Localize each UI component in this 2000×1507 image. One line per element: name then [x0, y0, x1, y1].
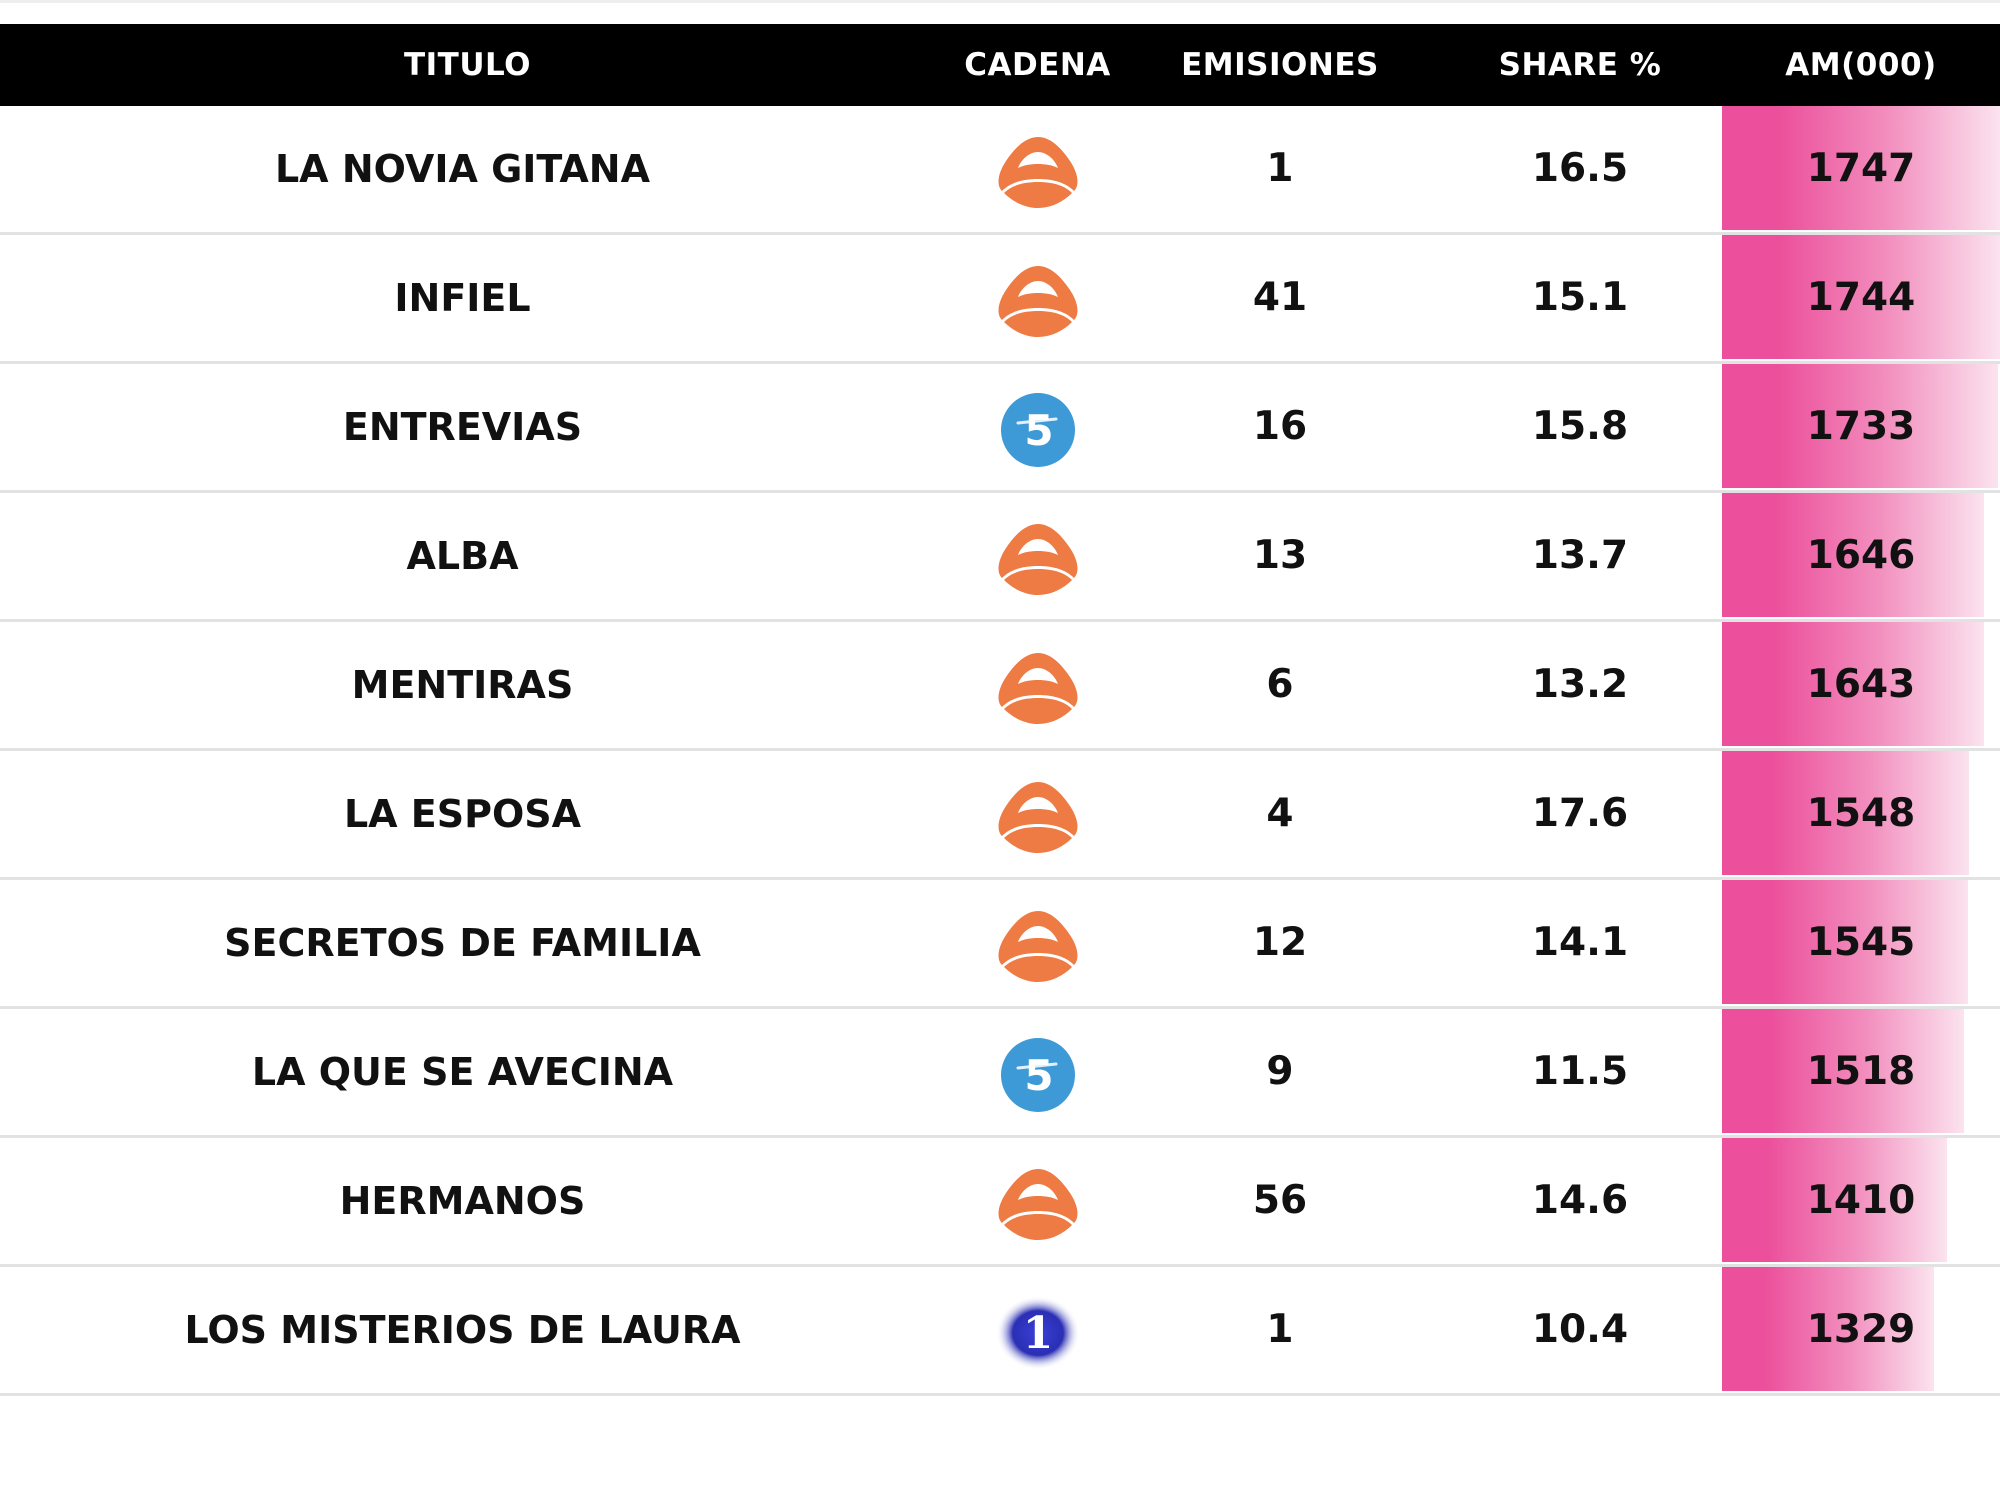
row-share: 14.6 — [1531, 1178, 1629, 1223]
row-emisiones: 56 — [1252, 1178, 1308, 1223]
row-share: 13.7 — [1531, 533, 1629, 578]
row-emisiones: 1 — [1266, 1307, 1294, 1352]
row-emisiones: 1 — [1266, 146, 1294, 191]
am-bar — [1722, 880, 1968, 1004]
row-emisiones: 6 — [1266, 662, 1294, 707]
antena3-logo-icon — [996, 522, 1080, 596]
antena3-logo-icon — [996, 651, 1080, 725]
row-titulo: LOS MISTERIOS DE LAURA — [184, 1308, 741, 1352]
row-emisiones: 16 — [1252, 404, 1308, 449]
row-emisiones: 12 — [1252, 920, 1308, 965]
am-bar — [1722, 751, 1969, 875]
row-share: 14.1 — [1531, 920, 1629, 965]
svg-text:1: 1 — [1023, 1308, 1054, 1359]
column-header-share: SHARE % — [1498, 47, 1662, 83]
am-bar — [1722, 106, 2000, 230]
am-bar — [1722, 1009, 1964, 1133]
table-row: LOS MISTERIOS DE LAURA 1 1 10.4 1329 — [0, 1267, 2000, 1396]
row-titulo: ENTREVIAS — [342, 405, 583, 449]
table-header: TITULO CADENA EMISIONES SHARE % AM(000) — [0, 24, 2000, 106]
row-emisiones: 9 — [1266, 1049, 1294, 1094]
top-divider — [0, 0, 2000, 3]
table-row: LA ESPOSA 4 17.6 1548 — [0, 751, 2000, 880]
row-am-value: 1329 — [1806, 1307, 1916, 1352]
telecinco-logo-icon: 5 — [996, 1038, 1080, 1112]
row-am-value: 1646 — [1806, 533, 1916, 578]
column-header-cadena: CADENA — [964, 47, 1111, 83]
row-am-value: 1733 — [1806, 404, 1916, 449]
column-header-am: AM(000) — [1785, 47, 1937, 83]
row-am-value: 1545 — [1806, 920, 1916, 965]
row-titulo: MENTIRAS — [351, 663, 574, 707]
table-row: HERMANOS 56 14.6 1410 — [0, 1138, 2000, 1267]
antena3-logo-icon — [996, 909, 1080, 983]
antena3-logo-icon — [996, 780, 1080, 854]
am-bar — [1722, 493, 1984, 617]
row-titulo: ALBA — [406, 534, 519, 578]
svg-text:5: 5 — [1024, 1051, 1053, 1100]
row-emisiones: 13 — [1252, 533, 1308, 578]
table-row: LA NOVIA GITANA 1 16.5 1747 — [0, 106, 2000, 235]
antena3-logo-icon — [996, 264, 1080, 338]
table-row: SECRETOS DE FAMILIA 12 14.1 1545 — [0, 880, 2000, 1009]
row-am-value: 1548 — [1806, 791, 1916, 836]
row-am-value: 1410 — [1806, 1178, 1916, 1223]
svg-text:5: 5 — [1024, 406, 1053, 455]
row-share: 13.2 — [1531, 662, 1629, 707]
table-row: INFIEL 41 15.1 1744 — [0, 235, 2000, 364]
row-am-value: 1744 — [1806, 275, 1916, 320]
row-am-value: 1643 — [1806, 662, 1916, 707]
telecinco-logo-icon: 5 — [996, 393, 1080, 467]
row-am-value: 1747 — [1806, 146, 1916, 191]
row-titulo: LA NOVIA GITANA — [274, 147, 651, 191]
row-emisiones: 4 — [1266, 791, 1294, 836]
row-am-value: 1518 — [1806, 1049, 1916, 1094]
table-row: MENTIRAS 6 13.2 1643 — [0, 622, 2000, 751]
column-header-emisiones: EMISIONES — [1181, 47, 1379, 83]
antena3-logo-icon — [996, 1167, 1080, 1241]
row-titulo: LA QUE SE AVECINA — [251, 1050, 674, 1094]
table-row: ALBA 13 13.7 1646 — [0, 493, 2000, 622]
am-bar — [1722, 1267, 1934, 1391]
row-titulo: SECRETOS DE FAMILIA — [224, 921, 701, 965]
row-titulo: INFIEL — [394, 276, 531, 320]
column-header-titulo: TITULO — [404, 47, 531, 83]
row-emisiones: 41 — [1252, 275, 1308, 320]
antena3-logo-icon — [996, 135, 1080, 209]
row-share: 15.8 — [1531, 404, 1629, 449]
am-bar — [1722, 622, 1984, 746]
am-bar — [1722, 364, 1998, 488]
row-share: 11.5 — [1531, 1049, 1629, 1094]
row-titulo: HERMANOS — [339, 1179, 586, 1223]
row-share: 16.5 — [1531, 146, 1629, 191]
row-share: 15.1 — [1531, 275, 1629, 320]
row-titulo: LA ESPOSA — [343, 792, 582, 836]
am-bar — [1722, 235, 2000, 359]
la1-logo-icon: 1 — [996, 1296, 1080, 1370]
row-share: 17.6 — [1531, 791, 1629, 836]
row-share: 10.4 — [1531, 1307, 1629, 1352]
table-row: LA QUE SE AVECINA 5 9 11.5 1518 — [0, 1009, 2000, 1138]
table-row: ENTREVIAS 5 16 15.8 1733 — [0, 364, 2000, 493]
am-bar — [1722, 1138, 1947, 1262]
